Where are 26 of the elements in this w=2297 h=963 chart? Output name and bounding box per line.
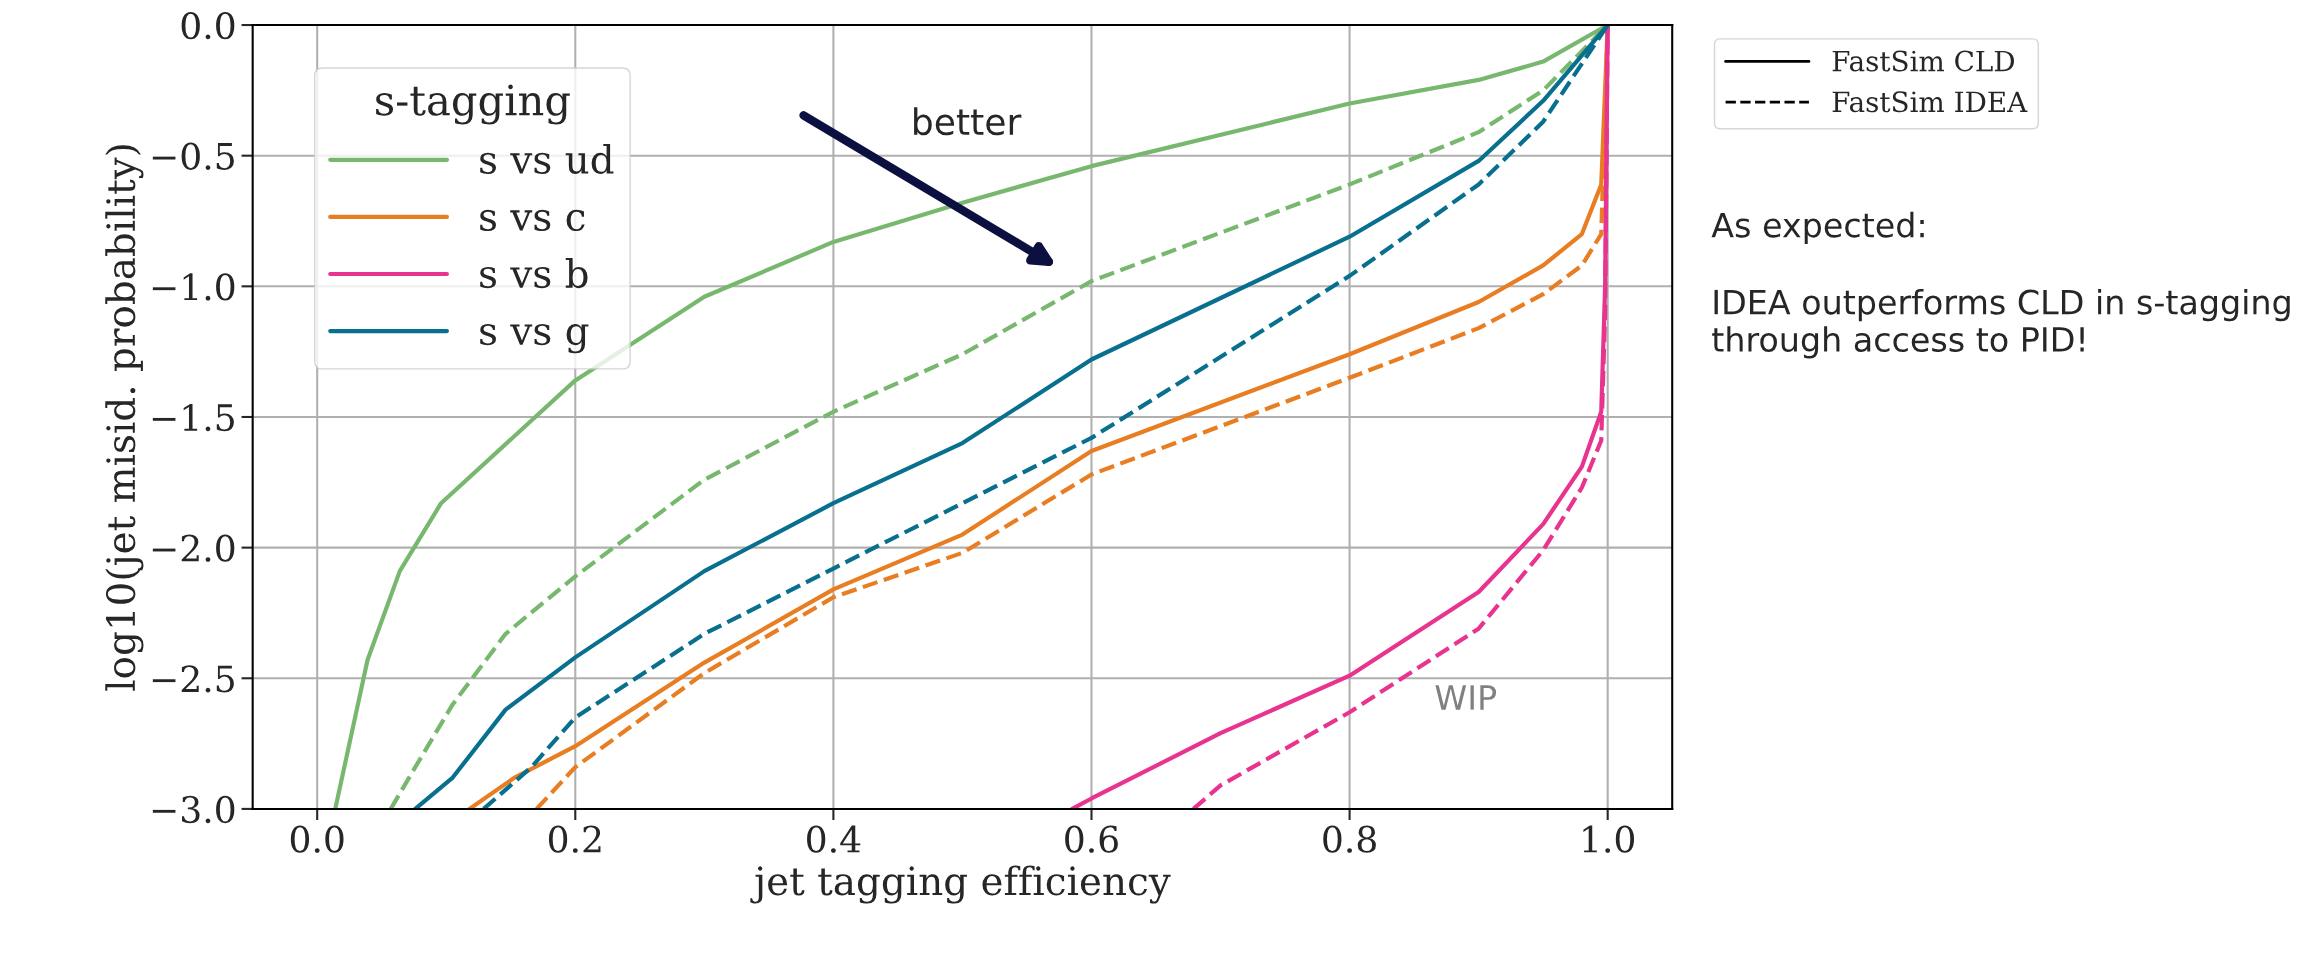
annotation: WIP	[1435, 685, 1497, 710]
text: As expected:	[1711, 211, 1924, 245]
x-tick-label: 0.2	[548, 825, 601, 853]
legend-label: s vs b	[480, 258, 588, 289]
y-tick-label: −3.0	[152, 795, 235, 824]
legend-label: s vs c	[480, 209, 585, 232]
y-tick-label: −2.0	[152, 534, 235, 562]
x-tick-label: 1.0	[1583, 825, 1635, 853]
x-axis-title: jet tagging efficiency	[750, 865, 1171, 904]
y-tick-label: −1.0	[152, 273, 235, 301]
text: FastSim CLD	[1832, 50, 2014, 72]
y-tick-label: −1.5	[152, 403, 234, 432]
legend-title: s-tagging	[376, 84, 570, 125]
x-tick-label: 0.6	[1065, 825, 1118, 853]
y-tick-label: 0.0	[181, 11, 235, 40]
legend-label: s vs ud	[480, 143, 614, 175]
x-tick-label: 0.8	[1323, 825, 1376, 853]
text: IDEA outperforms CLD in s-tagging through access to PID!	[1712, 288, 2290, 359]
legend-label: s vs g	[480, 323, 589, 354]
x-tick-label: 0.0	[290, 825, 344, 853]
text: FastSim IDEA	[1832, 91, 2028, 113]
y-axis-title: log10(jet misid. probability)	[105, 145, 144, 691]
x-tick-label: 0.4	[807, 825, 861, 853]
y-tick-label: −2.5	[152, 665, 234, 693]
y-tick-label: −0.5	[152, 142, 234, 170]
annotation: better	[914, 107, 1022, 136]
